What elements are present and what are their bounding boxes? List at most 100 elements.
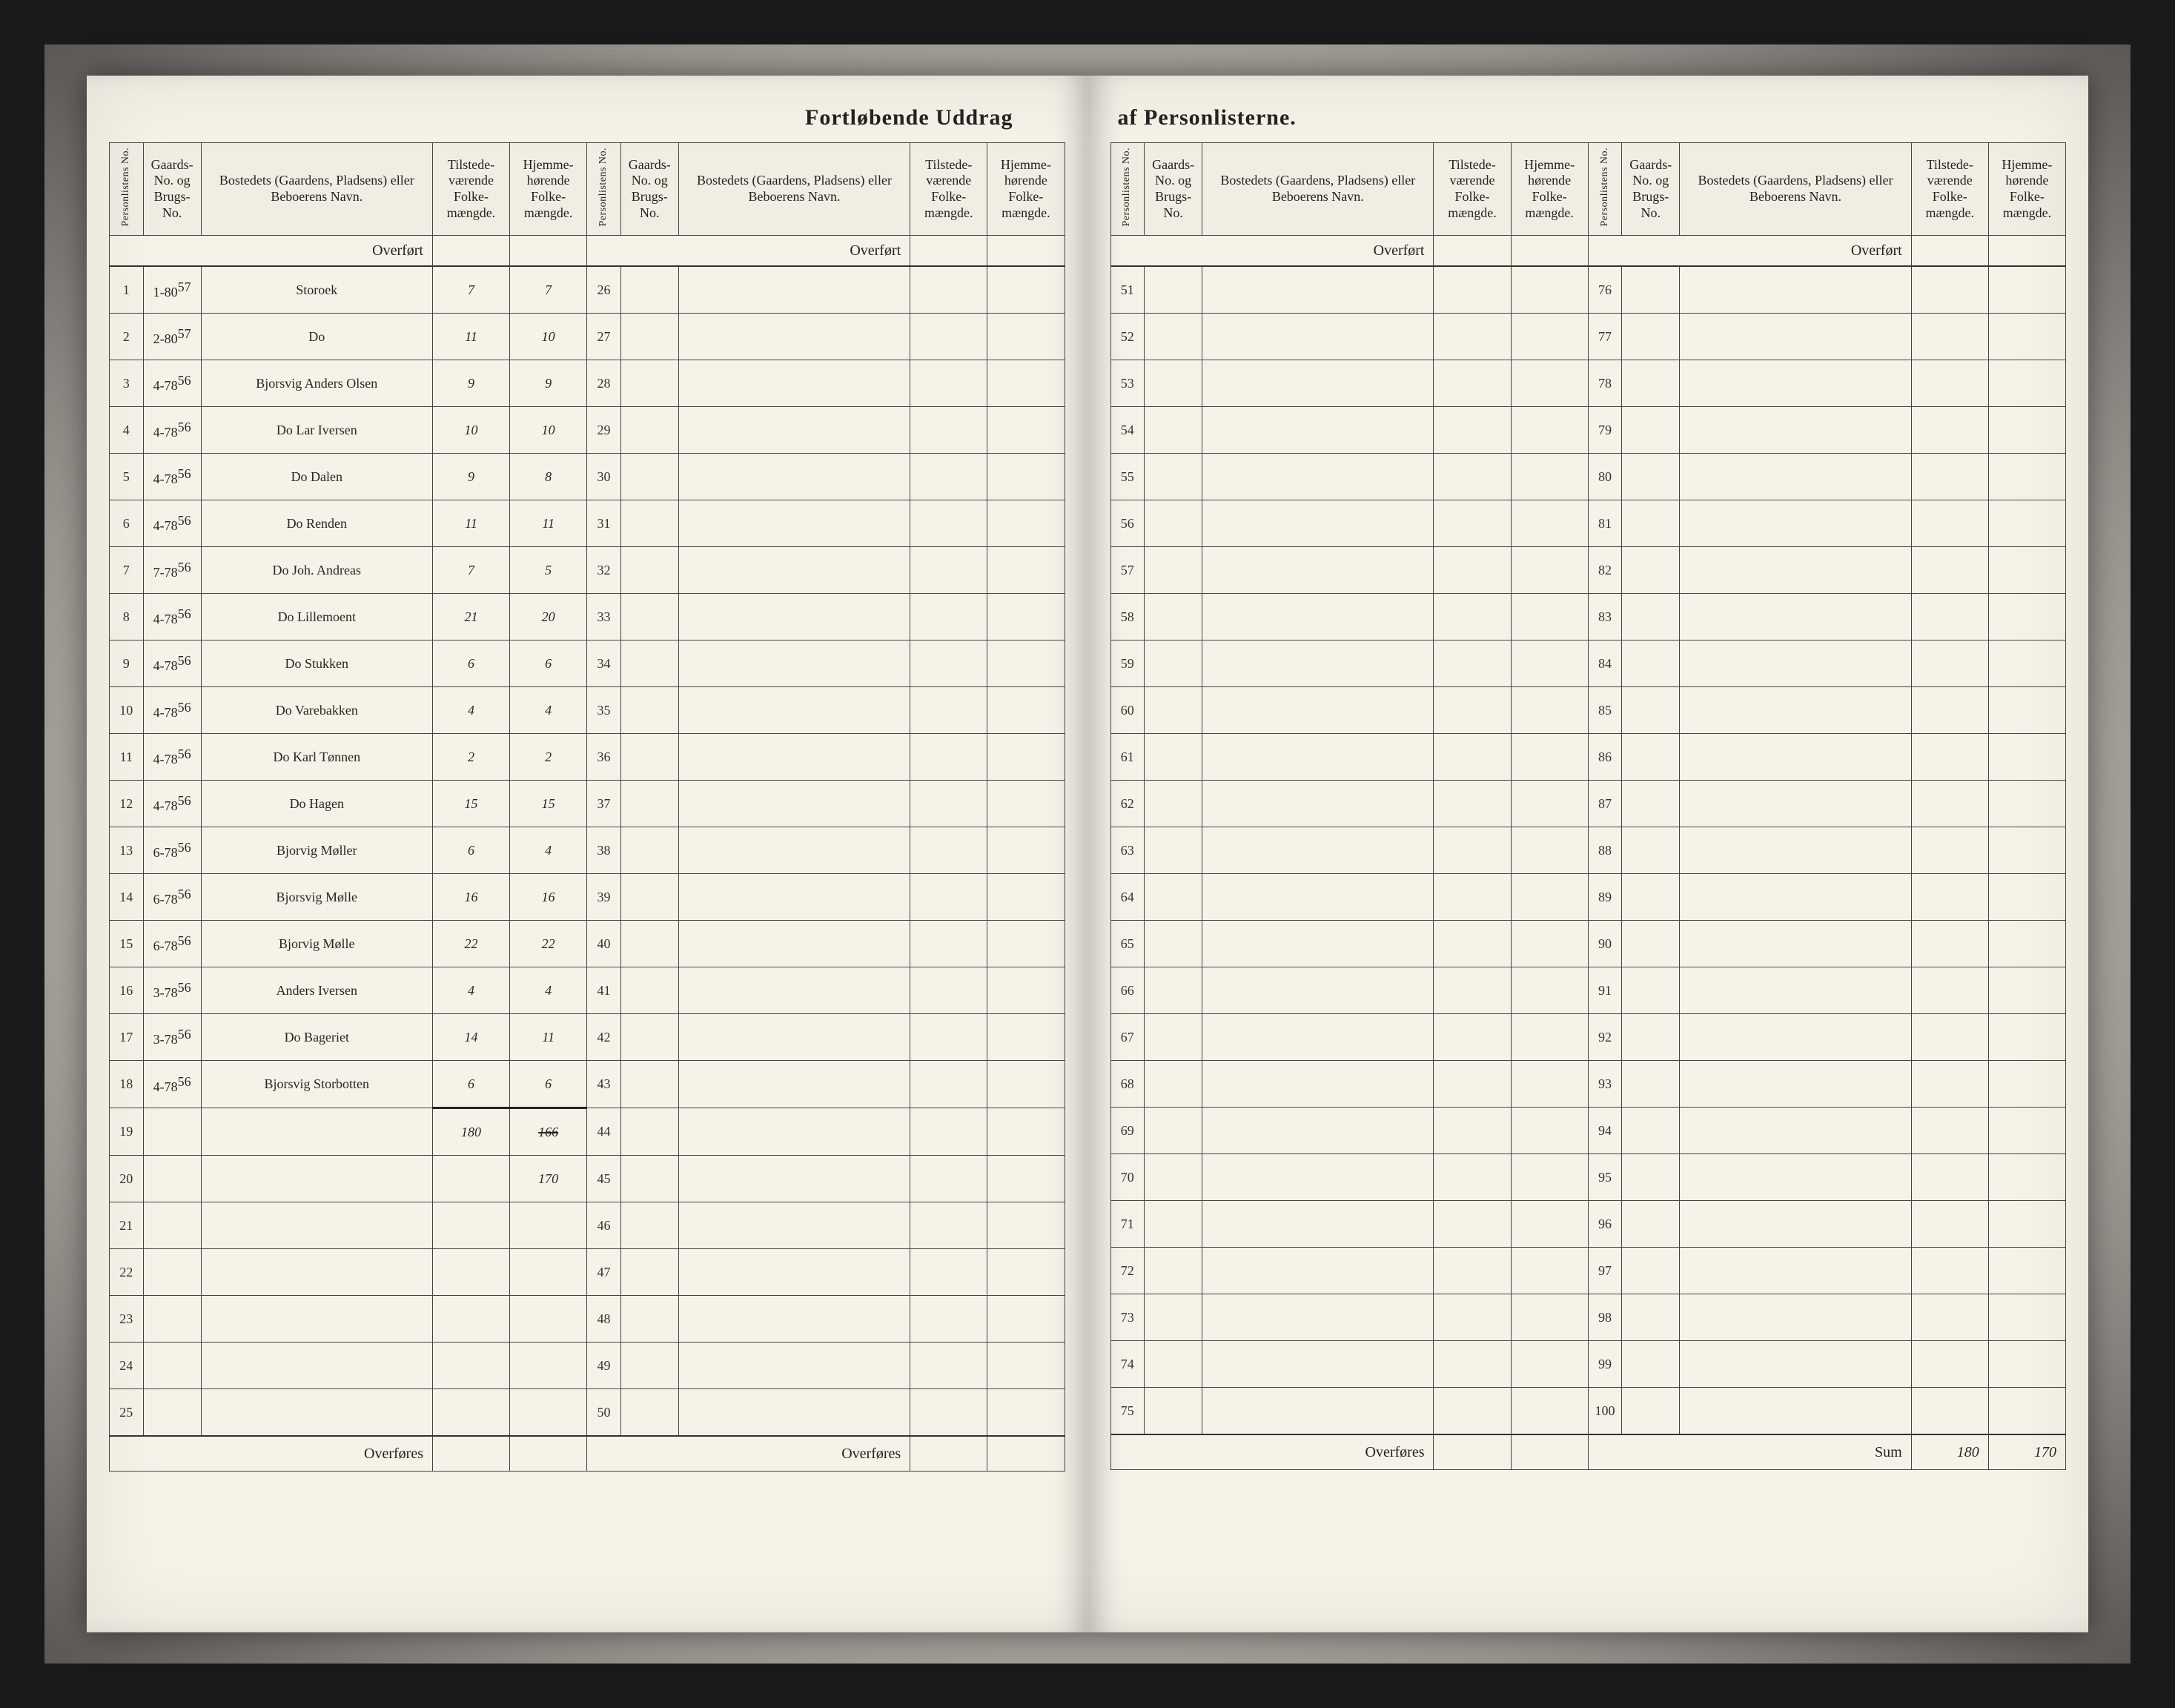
tilstede-count: [910, 314, 987, 360]
hdr-hjemme: Hjemme-hørende Folke-mængde.: [1988, 143, 2065, 236]
bosted-name: Bjorsvig Mølle: [201, 874, 432, 921]
row-index: 13: [110, 827, 144, 874]
tilstede-count: [1434, 1061, 1511, 1108]
table-row: 2017045: [110, 1156, 1065, 1202]
gaards-no: [1145, 1388, 1202, 1435]
gaards-no: [1622, 1061, 1680, 1108]
tilstede-count: [910, 547, 987, 594]
bosted-name: [1680, 1061, 1911, 1108]
tilstede-count: 16: [432, 874, 509, 921]
tilstede-count: [1434, 360, 1511, 407]
tilstede-count: 22: [432, 921, 509, 967]
row-index: 24: [110, 1343, 144, 1389]
hjemme-count: [1988, 734, 2065, 781]
hjemme-count: [1511, 1294, 1588, 1341]
row-index: 52: [1110, 314, 1145, 360]
row-index: 54: [1110, 407, 1145, 454]
overfort-count: [910, 236, 987, 267]
tilstede-count: [1911, 1388, 1988, 1435]
row-index: 11: [110, 734, 144, 781]
table-row: 2146: [110, 1202, 1065, 1249]
bosted-name: [1202, 1014, 1434, 1061]
row-index: 31: [587, 500, 621, 547]
gaards-no: 6-7856: [143, 827, 201, 874]
hjemme-count: [1511, 500, 1588, 547]
hjemme-count: 9: [510, 360, 587, 407]
hjemme-count: 16: [510, 874, 587, 921]
tilstede-count: [1911, 1341, 1988, 1388]
hjemme-count: [987, 360, 1065, 407]
hjemme-count: [1988, 640, 2065, 687]
gaards-no: [143, 1389, 201, 1437]
tilstede-count: [1911, 360, 1988, 407]
bosted-name: Do Bageriet: [201, 1014, 432, 1061]
page-title-right: af Personlisterne.: [1110, 105, 2022, 130]
bosted-name: Do Renden: [201, 500, 432, 547]
row-index: 7: [110, 547, 144, 594]
bosted-name: [1680, 360, 1911, 407]
hjemme-count: [1988, 407, 2065, 454]
gaards-no: [620, 1108, 678, 1156]
tilstede-count: [1434, 1108, 1511, 1154]
table-row: 124-7856Do Hagen151537: [110, 781, 1065, 827]
overfort-count: [432, 236, 509, 267]
tilstede-count: [910, 1249, 987, 1296]
gaards-no: 3-7856: [143, 967, 201, 1014]
bosted-name: Do Stukken: [201, 640, 432, 687]
bosted-name: Do Dalen: [201, 454, 432, 500]
bosted-name: [1202, 547, 1434, 594]
gaards-no: 4-7856: [143, 360, 201, 407]
gaards-no: [143, 1296, 201, 1343]
row-index: 42: [587, 1014, 621, 1061]
hjemme-count: [1511, 827, 1588, 874]
overfores-row: OverføresOverføres: [110, 1436, 1065, 1472]
table-row: 156-7856Bjorvig Mølle222240: [110, 921, 1065, 967]
tilstede-count: [432, 1389, 509, 1437]
hjemme-count: 170: [510, 1156, 587, 1202]
hjemme-count: [987, 314, 1065, 360]
bosted-name: [1202, 1154, 1434, 1201]
gaards-no: [1622, 360, 1680, 407]
bosted-name: [1680, 1294, 1911, 1341]
table-row: 5984: [1110, 640, 2066, 687]
tilstede-count: [1911, 1248, 1988, 1294]
tilstede-count: [1434, 687, 1511, 734]
bosted-name: [1680, 594, 1911, 640]
hjemme-count: [1988, 547, 2065, 594]
gaards-no: [143, 1343, 201, 1389]
table-row: 104-7856Do Varebakken4435: [110, 687, 1065, 734]
bosted-name: [678, 1343, 910, 1389]
gaards-no: [620, 640, 678, 687]
row-index: 75: [1110, 1388, 1145, 1435]
gaards-no: [1622, 1014, 1680, 1061]
gaards-no: [1145, 781, 1202, 827]
gaards-no: [1622, 407, 1680, 454]
hjemme-count: 15: [510, 781, 587, 827]
overfort-count: [1511, 236, 1588, 267]
row-index: 66: [1110, 967, 1145, 1014]
gaards-no: [620, 1343, 678, 1389]
table-row: 7499: [1110, 1341, 2066, 1388]
hjemme-count: [1988, 454, 2065, 500]
gaards-no: [1622, 314, 1680, 360]
table-row: 5277: [1110, 314, 2066, 360]
table-row: 64-7856Do Renden111131: [110, 500, 1065, 547]
gaards-no: [620, 500, 678, 547]
hdr-bosted: Bostedets (Gaardens, Pladsens) eller Beb…: [201, 143, 432, 236]
row-index: 38: [587, 827, 621, 874]
bosted-name: Do Karl Tønnen: [201, 734, 432, 781]
table-row: 7196: [1110, 1201, 2066, 1248]
row-index: 26: [587, 266, 621, 314]
gaards-no: [1622, 1294, 1680, 1341]
gaards-no: [620, 360, 678, 407]
bosted-name: Bjorsvig Anders Olsen: [201, 360, 432, 407]
row-index: 86: [1588, 734, 1622, 781]
gaards-no: 6-7856: [143, 874, 201, 921]
row-index: 81: [1588, 500, 1622, 547]
row-index: 98: [1588, 1294, 1622, 1341]
bosted-name: [678, 1202, 910, 1249]
row-index: 72: [1110, 1248, 1145, 1294]
gaards-no: [1145, 1201, 1202, 1248]
tilstede-count: [910, 1389, 987, 1437]
row-index: 35: [587, 687, 621, 734]
